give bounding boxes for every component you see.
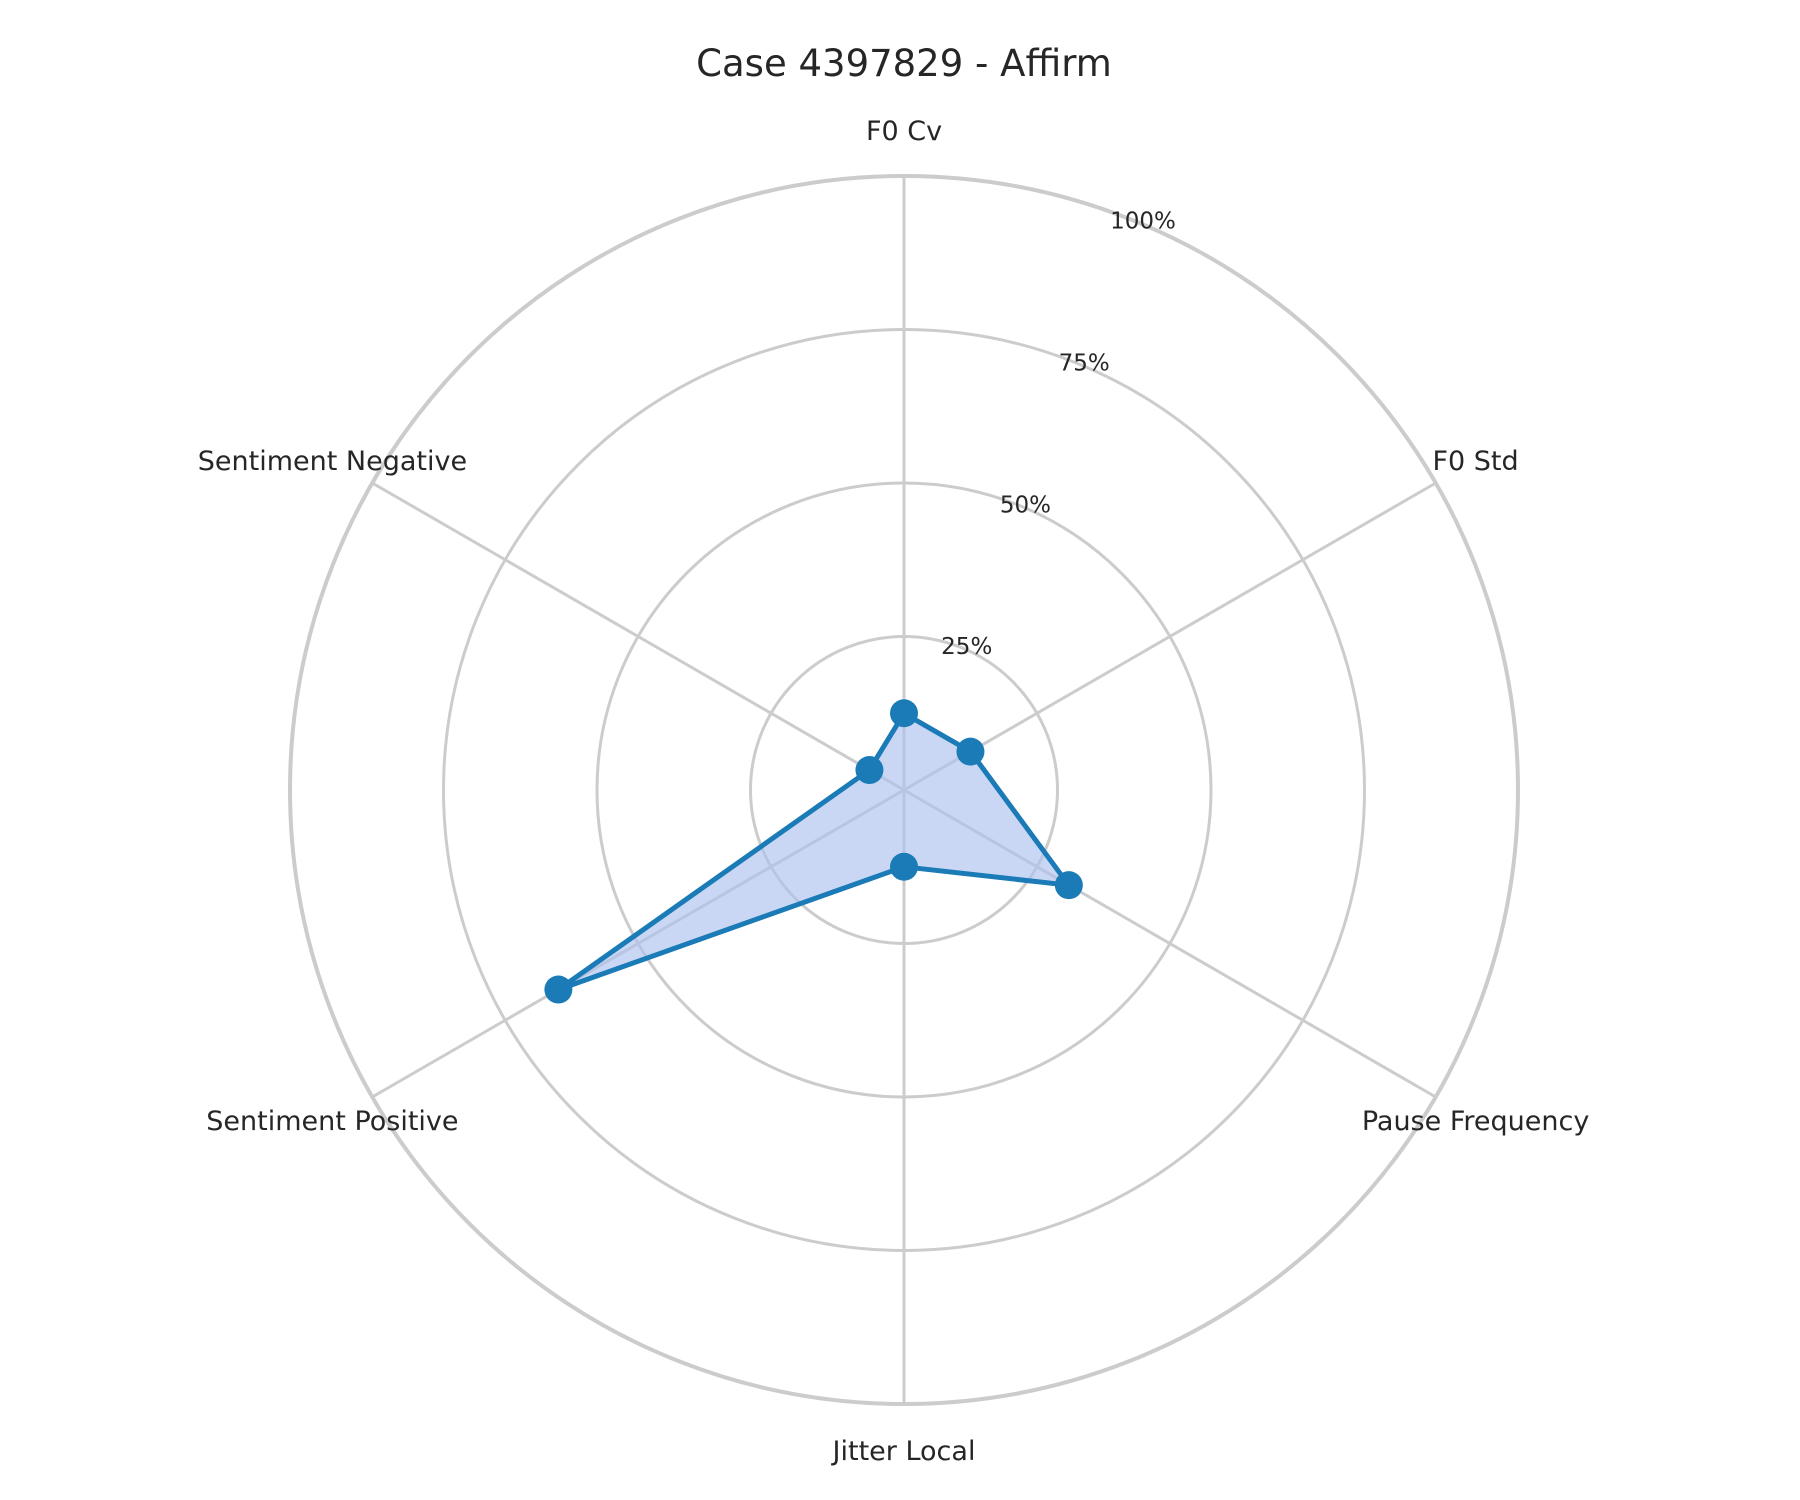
- data-point-4: [544, 975, 573, 1004]
- axis-label-5: Sentiment Negative: [198, 446, 467, 477]
- axis-label-1: F0 Std: [1432, 446, 1518, 477]
- r-tick-label: 50%: [1000, 492, 1051, 518]
- data-point-3: [890, 852, 918, 881]
- data-point-2: [1054, 871, 1083, 900]
- series-layer: [544, 699, 1083, 1004]
- axis-label-3: Jitter Local: [831, 1436, 976, 1467]
- series-area: [558, 713, 1069, 990]
- data-point-0: [890, 699, 918, 728]
- r-tick-label: 25%: [941, 634, 992, 660]
- axis-label-4: Sentiment Positive: [206, 1106, 458, 1137]
- spoke-5: [371, 481, 905, 792]
- data-point-5: [855, 756, 884, 785]
- r-tick-label: 75%: [1059, 351, 1110, 377]
- label-layer: 25% 50% 75% 100% F0 Cv F0 Std Pause Frequency J…: [198, 116, 1590, 1467]
- chart-title: Case 4397829 - Affirm: [696, 42, 1112, 85]
- spoke-1: [903, 481, 1437, 792]
- r-tick-label: 100%: [1110, 209, 1176, 235]
- axis-label-2: Pause Frequency: [1362, 1106, 1589, 1137]
- axis-label-0: F0 Cv: [866, 116, 942, 147]
- data-point-1: [956, 737, 985, 766]
